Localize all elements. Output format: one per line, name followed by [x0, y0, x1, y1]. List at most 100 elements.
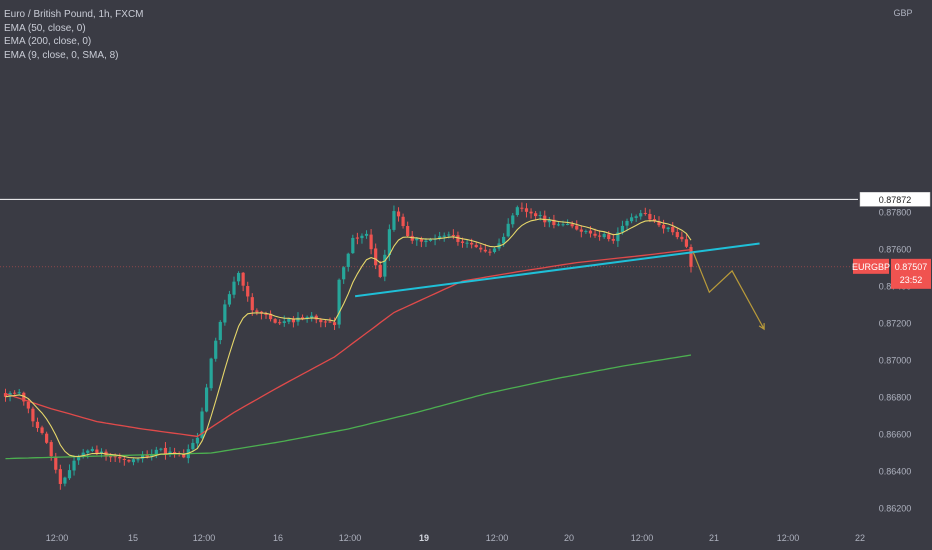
candle[interactable]	[250, 293, 254, 316]
candle[interactable]	[232, 276, 236, 299]
candle[interactable]	[543, 210, 547, 227]
candle[interactable]	[515, 205, 519, 217]
candle[interactable]	[602, 231, 606, 239]
candle[interactable]	[154, 446, 158, 459]
candle[interactable]	[122, 456, 126, 466]
legend-ema-200[interactable]: EMA (200, close, 0)	[4, 36, 92, 47]
candle[interactable]	[204, 383, 209, 413]
candle[interactable]	[401, 213, 405, 229]
projection-path[interactable]	[692, 252, 765, 330]
candle[interactable]	[520, 202, 524, 212]
candle[interactable]	[634, 214, 638, 222]
candle[interactable]	[598, 230, 602, 241]
candle[interactable]	[54, 452, 58, 474]
candle[interactable]	[396, 207, 401, 222]
candle[interactable]	[131, 457, 136, 466]
candle[interactable]	[675, 228, 679, 240]
candle[interactable]	[35, 417, 40, 432]
candle[interactable]	[141, 451, 145, 463]
candle[interactable]	[383, 249, 387, 282]
candle[interactable]	[282, 315, 286, 327]
candle[interactable]	[163, 442, 168, 460]
candle[interactable]	[378, 260, 382, 279]
candle[interactable]	[236, 271, 241, 286]
candle[interactable]	[456, 231, 460, 246]
candle[interactable]	[684, 233, 689, 249]
candle[interactable]	[255, 308, 259, 316]
candle[interactable]	[451, 229, 455, 240]
candle[interactable]	[661, 219, 666, 234]
candle[interactable]	[570, 221, 574, 229]
candle[interactable]	[355, 232, 359, 245]
candle[interactable]	[616, 227, 620, 247]
candle[interactable]	[465, 239, 469, 248]
candle[interactable]	[13, 390, 17, 395]
candle[interactable]	[351, 234, 355, 254]
candle[interactable]	[22, 391, 26, 406]
candle[interactable]	[278, 319, 282, 326]
legend-title[interactable]: Euro / British Pound, 1h, FXCM	[4, 9, 144, 20]
candle[interactable]	[223, 299, 227, 326]
candle[interactable]	[511, 212, 515, 228]
candle[interactable]	[524, 203, 529, 218]
candle[interactable]	[666, 226, 670, 233]
candle[interactable]	[337, 278, 341, 329]
candle[interactable]	[67, 464, 72, 480]
candle[interactable]	[369, 229, 373, 255]
candle[interactable]	[172, 447, 177, 458]
candle[interactable]	[442, 232, 446, 242]
candle[interactable]	[406, 221, 410, 238]
candle[interactable]	[534, 211, 538, 221]
candle[interactable]	[415, 237, 419, 246]
candle[interactable]	[72, 455, 76, 476]
candle[interactable]	[310, 312, 314, 322]
candle[interactable]	[506, 218, 510, 238]
candle[interactable]	[191, 438, 195, 452]
candle[interactable]	[629, 213, 634, 224]
candle[interactable]	[159, 447, 163, 452]
candle[interactable]	[273, 317, 277, 324]
candle[interactable]	[291, 316, 296, 328]
candle[interactable]	[552, 214, 556, 229]
legend-ema-9[interactable]: EMA (9, close, 0, SMA, 8)	[4, 49, 119, 61]
candle[interactable]	[268, 310, 273, 322]
candle[interactable]	[40, 425, 44, 435]
ema-9-line[interactable]	[5, 218, 692, 459]
candle[interactable]	[584, 229, 588, 234]
candle[interactable]	[127, 459, 131, 463]
candle[interactable]	[17, 388, 21, 396]
candle[interactable]	[241, 271, 245, 292]
candle[interactable]	[90, 446, 94, 453]
candle[interactable]	[529, 208, 533, 219]
candle[interactable]	[689, 244, 693, 273]
candle[interactable]	[671, 222, 675, 236]
candle[interactable]	[547, 216, 551, 228]
candle[interactable]	[323, 319, 327, 328]
candle[interactable]	[556, 221, 561, 227]
candle[interactable]	[305, 315, 309, 323]
candle[interactable]	[218, 320, 222, 345]
candle[interactable]	[346, 252, 350, 272]
candle[interactable]	[579, 225, 583, 238]
candle[interactable]	[639, 209, 643, 220]
candle[interactable]	[246, 281, 250, 302]
candle[interactable]	[209, 357, 213, 391]
candle[interactable]	[652, 215, 657, 223]
candle[interactable]	[392, 205, 396, 232]
candle[interactable]	[227, 290, 232, 307]
candle[interactable]	[332, 317, 337, 330]
candle[interactable]	[643, 207, 647, 216]
candle[interactable]	[45, 431, 49, 444]
legend-ema-50[interactable]: EMA (50, close, 0)	[4, 22, 86, 34]
candle[interactable]	[63, 476, 67, 487]
ema-50-line[interactable]	[5, 248, 692, 438]
candle[interactable]	[3, 388, 8, 402]
candle[interactable]	[492, 246, 497, 254]
candle[interactable]	[31, 406, 35, 427]
candle[interactable]	[474, 241, 478, 249]
candle[interactable]	[479, 244, 483, 253]
candle[interactable]	[342, 266, 346, 284]
candle[interactable]	[648, 209, 652, 222]
candle[interactable]	[214, 337, 218, 362]
candle[interactable]	[364, 230, 369, 239]
